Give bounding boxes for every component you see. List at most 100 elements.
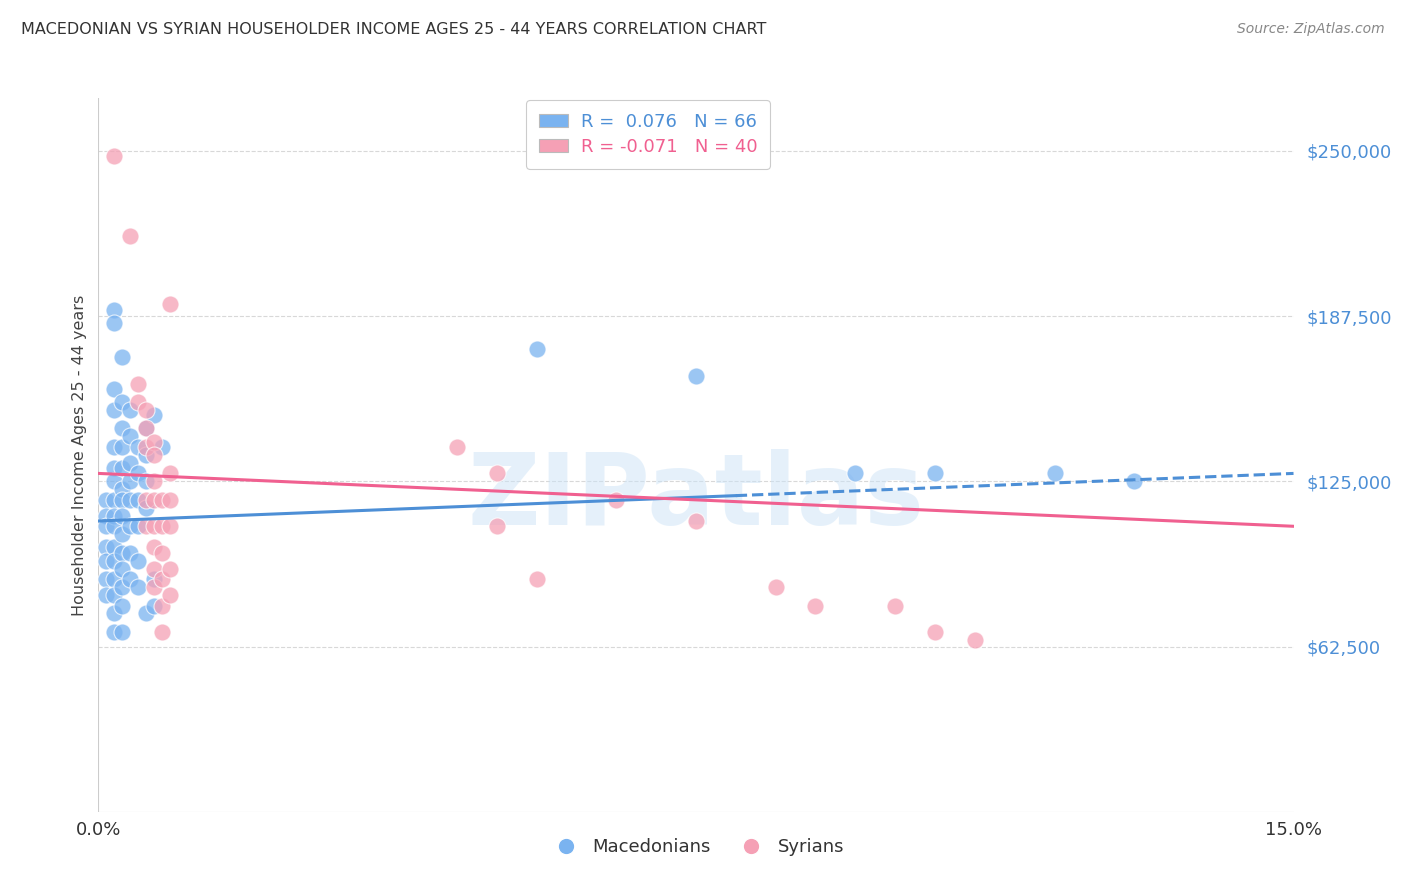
Point [143, 409, 166, 423]
Point [804, 599, 827, 613]
Point [143, 475, 166, 489]
Point [127, 519, 149, 533]
Point [103, 541, 125, 555]
Point [135, 403, 157, 417]
Point [103, 302, 125, 317]
Point [159, 561, 181, 575]
Point [103, 475, 125, 489]
Text: Source: ZipAtlas.com: Source: ZipAtlas.com [1237, 22, 1385, 37]
Point [103, 403, 125, 417]
Text: MACEDONIAN VS SYRIAN HOUSEHOLDER INCOME AGES 25 - 44 YEARS CORRELATION CHART: MACEDONIAN VS SYRIAN HOUSEHOLDER INCOME … [21, 22, 766, 37]
Point [1043, 467, 1066, 481]
Point [127, 440, 149, 454]
Point [159, 588, 181, 602]
Point [96, 554, 118, 568]
Point [485, 467, 508, 481]
Point [111, 350, 134, 364]
Point [120, 403, 142, 417]
Point [135, 421, 157, 435]
Point [103, 149, 125, 163]
Point [150, 546, 173, 560]
Point [143, 519, 166, 533]
Point [103, 572, 125, 586]
Point [120, 228, 142, 243]
Point [103, 382, 125, 396]
Point [111, 599, 134, 613]
Point [159, 297, 181, 311]
Point [143, 561, 166, 575]
Point [963, 632, 986, 647]
Point [103, 461, 125, 475]
Point [103, 440, 125, 454]
Point [159, 467, 181, 481]
Point [111, 527, 134, 541]
Point [143, 572, 166, 586]
Text: ZIPatlas: ZIPatlas [468, 450, 924, 546]
Point [103, 508, 125, 523]
Point [135, 607, 157, 621]
Point [143, 434, 166, 449]
Point [103, 607, 125, 621]
Point [103, 316, 125, 330]
Point [120, 519, 142, 533]
Point [526, 572, 548, 586]
Point [111, 492, 134, 507]
Point [120, 492, 142, 507]
Point [127, 580, 149, 594]
Point [103, 625, 125, 640]
Point [120, 429, 142, 443]
Point [526, 342, 548, 356]
Point [127, 554, 149, 568]
Point [135, 500, 157, 515]
Point [446, 440, 468, 454]
Point [120, 475, 142, 489]
Point [135, 440, 157, 454]
Point [159, 519, 181, 533]
Point [924, 467, 946, 481]
Point [135, 519, 157, 533]
Point [111, 546, 134, 560]
Point [103, 492, 125, 507]
Point [96, 588, 118, 602]
Point [844, 467, 866, 481]
Point [96, 508, 118, 523]
Point [127, 492, 149, 507]
Point [120, 546, 142, 560]
Point [111, 421, 134, 435]
Point [96, 572, 118, 586]
Point [111, 561, 134, 575]
Point [765, 580, 787, 594]
Point [143, 448, 166, 462]
Point [96, 492, 118, 507]
Point [111, 395, 134, 409]
Point [111, 461, 134, 475]
Point [120, 572, 142, 586]
Point [924, 625, 946, 640]
Point [120, 456, 142, 470]
Point [150, 599, 173, 613]
Point [96, 541, 118, 555]
Point [150, 572, 173, 586]
Point [111, 580, 134, 594]
Point [127, 376, 149, 391]
Point [143, 541, 166, 555]
Point [135, 475, 157, 489]
Point [103, 519, 125, 533]
Legend: Macedonians, Syrians: Macedonians, Syrians [540, 831, 852, 863]
Point [485, 519, 508, 533]
Point [685, 368, 707, 383]
Point [150, 440, 173, 454]
Point [103, 588, 125, 602]
Point [150, 519, 173, 533]
Point [135, 492, 157, 507]
Point [111, 625, 134, 640]
Point [685, 514, 707, 528]
Point [96, 519, 118, 533]
Point [150, 492, 173, 507]
Point [127, 467, 149, 481]
Point [143, 599, 166, 613]
Point [135, 448, 157, 462]
Point [143, 492, 166, 507]
Point [111, 440, 134, 454]
Point [605, 492, 627, 507]
